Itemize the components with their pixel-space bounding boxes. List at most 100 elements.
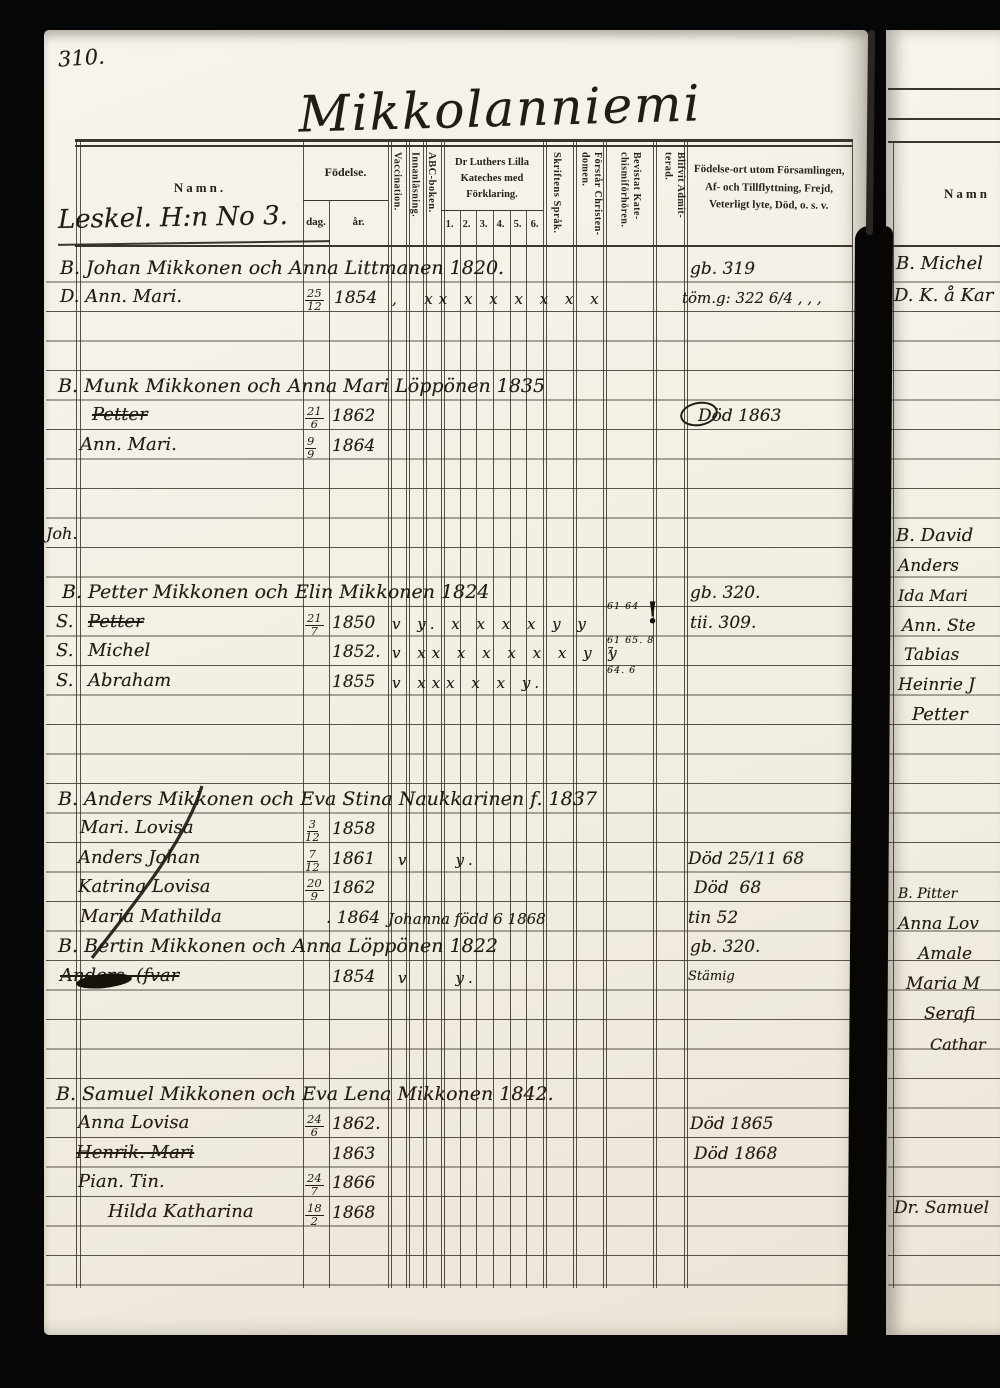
right-page-header-namn: Namn [944,186,990,201]
remark: gb. 320. [690,937,761,957]
margin-note: Joh. [46,524,78,543]
title-rule-thin [75,145,853,147]
column-header-vaccination: Vaccination. [391,152,403,211]
family-header-row: B. Samuel Mikkonen och Eva Lena Mikkonen… [56,1083,554,1105]
remark: Död 1865 [690,1114,774,1134]
birth-month: 7 [310,623,318,638]
column-line [76,140,77,1288]
birth-year: 1862. [332,1114,381,1134]
exam-note: 61 65. 8 7, [607,635,655,657]
right-page-entry: B. Pitter [898,886,958,902]
birth-year: 1855 [332,672,376,692]
birth-month: 12 [305,859,320,874]
mark-row: v xxx x x y. [392,674,546,692]
birth-year: 1862 [332,878,376,898]
column-line [329,200,330,1288]
birth-month: 7 [310,1183,318,1198]
remark: Död 1863 [698,406,782,426]
header-bottom-rule [75,245,853,247]
birth-year: 1861 [332,849,376,869]
birth-day: 20 [305,876,324,891]
person-prefix: S. [56,640,74,661]
column-line [687,140,688,1288]
person-name: Ann. Mari. [80,434,177,455]
column-line [573,140,574,1288]
birth-month: 2 [310,1213,318,1228]
person-name-struck: Henrik. Mari [76,1142,195,1163]
fodelse-underline [303,200,388,201]
right-page-entry: B. David [896,525,974,546]
column-line [526,210,527,1288]
birth-day: 3 [306,817,318,832]
birth-month: 6 [310,416,318,431]
remark: Död 68 [694,878,762,898]
column-header-ar: år. [352,216,365,228]
right-page-entry: B. Michel [896,253,983,274]
right-page-entry: Dr. Samuel [894,1198,990,1218]
remark: Död 1868 [694,1144,778,1164]
column-line [388,140,389,1288]
right-page-entry: Anna Lov [898,914,979,934]
birth-month: 6 [310,1124,318,1139]
page-number: 310. [57,44,106,72]
exam-note: 61 64 [607,601,640,612]
mark-row: v y. [398,969,479,987]
mark-row: v xx x x x x x y y [392,644,623,662]
birth-month: 12 [307,298,322,313]
birth-year: 1864 [332,436,376,456]
column-line [80,140,81,1288]
column-line [606,140,607,1288]
birth-day: 7 [306,847,318,862]
column-line [409,140,410,1288]
column-header-dag: dag. [306,216,326,228]
column-line [444,140,445,1288]
person-name: Hilda Katharina [108,1201,254,1222]
birth-year: . 1864 [326,908,381,928]
column-line [303,140,304,1288]
birth-day: 18 [305,1201,324,1216]
remark: Död 25/11 68 [688,849,805,869]
column-line [684,140,685,1288]
person-name-struck: Petter [88,611,144,632]
column-line [441,140,442,1288]
mark-row: v y. [398,851,479,869]
katekes-col-5: 5. [513,219,522,230]
katekes-col-6: 6. [530,219,539,230]
person-name: Katrina Lovisa [78,876,211,897]
birth-day: 24 [305,1112,324,1127]
birth-year: 1863 [332,1144,376,1164]
birth-year: 1868 [332,1203,376,1223]
column-line [656,140,657,1288]
column-line-right-page [893,141,894,1288]
inline-note: Johanna född 6 1868 [388,910,546,928]
person-prefix: S. [56,670,74,691]
column-line [576,140,577,1288]
household-label: Leskel. H:n No 3. [57,200,289,236]
exclamation-mark: ! [646,596,660,631]
katekes-underline [441,210,543,211]
birth-year: 1854 [332,967,376,987]
person-name: D. Ann. Mari. [60,286,183,307]
ruled-lines-right [888,253,1000,1288]
birth-day: 21 [305,611,324,626]
person-name: Abraham [88,670,172,691]
right-page-rule-1 [888,88,1000,90]
cancellation-stroke [90,785,204,959]
column-line [543,140,544,1288]
column-header-forstar-christendomen: Förstår Christen- domen. [579,152,604,236]
column-line [391,140,392,1288]
right-page-entry: Heinrie J [898,675,976,695]
right-page-entry: Maria M [906,974,981,994]
column-line [653,140,654,1288]
right-page-entry: Tabias [904,645,960,665]
column-line [476,210,477,1288]
exam-note: 64. 6 [607,665,637,676]
birth-month: 12 [305,829,320,844]
birth-year: 1862 [332,406,376,426]
column-header-katekes: Dr Luthers Lilla Kateches med Förklaring… [455,157,529,200]
right-page-entry: Serafi [924,1004,976,1024]
family-header-row: B. Petter Mikkonen och Elin Mikkonen 182… [62,581,490,603]
column-header-blifvit-admitterad: Blifvit Admit- terad. [662,152,687,219]
birth-month: 9 [310,888,318,903]
